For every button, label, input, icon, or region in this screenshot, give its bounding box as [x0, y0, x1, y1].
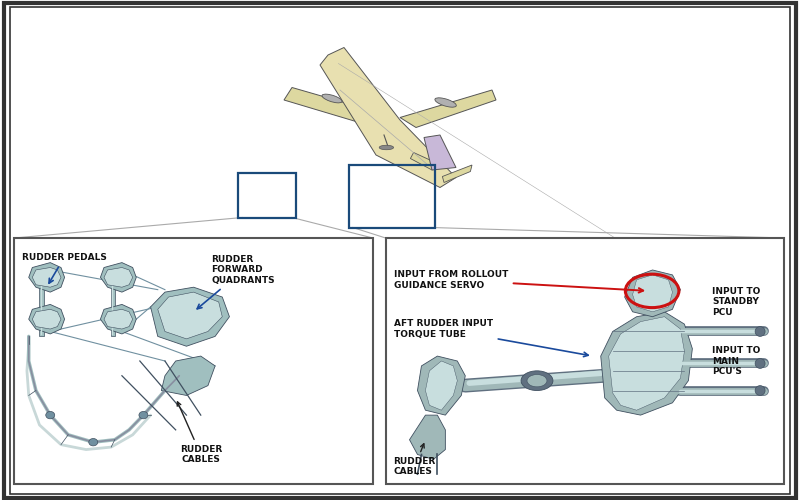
Text: INPUT TO
MAIN
PCU'S: INPUT TO MAIN PCU'S: [712, 346, 761, 376]
Polygon shape: [609, 316, 685, 410]
Polygon shape: [32, 310, 61, 329]
Text: RUDDER
FORWARD
QUADRANTS: RUDDER FORWARD QUADRANTS: [197, 255, 275, 309]
Polygon shape: [101, 304, 136, 334]
Ellipse shape: [139, 412, 148, 419]
Polygon shape: [29, 262, 65, 292]
Text: INPUT TO
STANDBY
PCU: INPUT TO STANDBY PCU: [712, 287, 761, 317]
Ellipse shape: [322, 94, 342, 103]
FancyBboxPatch shape: [386, 238, 784, 484]
Polygon shape: [104, 310, 133, 329]
Text: RUDDER
CABLES: RUDDER CABLES: [178, 402, 222, 464]
Text: AFT RUDDER INPUT
TORQUE TUBE: AFT RUDDER INPUT TORQUE TUBE: [394, 320, 588, 356]
Polygon shape: [162, 356, 215, 396]
Ellipse shape: [89, 438, 98, 446]
Ellipse shape: [755, 326, 765, 336]
Polygon shape: [633, 275, 673, 312]
Polygon shape: [426, 361, 458, 410]
FancyBboxPatch shape: [111, 270, 115, 336]
Text: RUDDER PEDALS: RUDDER PEDALS: [22, 253, 106, 283]
FancyBboxPatch shape: [39, 270, 44, 336]
Ellipse shape: [521, 371, 553, 390]
Polygon shape: [410, 152, 438, 170]
FancyBboxPatch shape: [14, 238, 373, 484]
Polygon shape: [424, 135, 456, 170]
Ellipse shape: [755, 386, 765, 396]
Polygon shape: [104, 268, 133, 287]
FancyBboxPatch shape: [4, 2, 796, 498]
Polygon shape: [410, 415, 446, 460]
Polygon shape: [32, 268, 61, 287]
Polygon shape: [29, 304, 65, 334]
Ellipse shape: [379, 145, 394, 150]
Polygon shape: [320, 48, 456, 188]
Text: INPUT FROM ROLLOUT
GUIDANCE SERVO: INPUT FROM ROLLOUT GUIDANCE SERVO: [394, 270, 643, 292]
Polygon shape: [158, 292, 222, 339]
Text: RUDDER
CABLES: RUDDER CABLES: [394, 444, 436, 476]
Polygon shape: [400, 90, 496, 128]
Polygon shape: [442, 165, 472, 182]
Ellipse shape: [46, 412, 54, 419]
Ellipse shape: [527, 374, 547, 387]
Polygon shape: [418, 356, 466, 415]
Polygon shape: [625, 270, 681, 316]
Ellipse shape: [755, 358, 765, 368]
Polygon shape: [101, 262, 136, 292]
Ellipse shape: [435, 98, 456, 107]
Polygon shape: [284, 88, 396, 128]
Polygon shape: [601, 312, 692, 415]
FancyBboxPatch shape: [10, 6, 790, 494]
Polygon shape: [150, 287, 230, 346]
